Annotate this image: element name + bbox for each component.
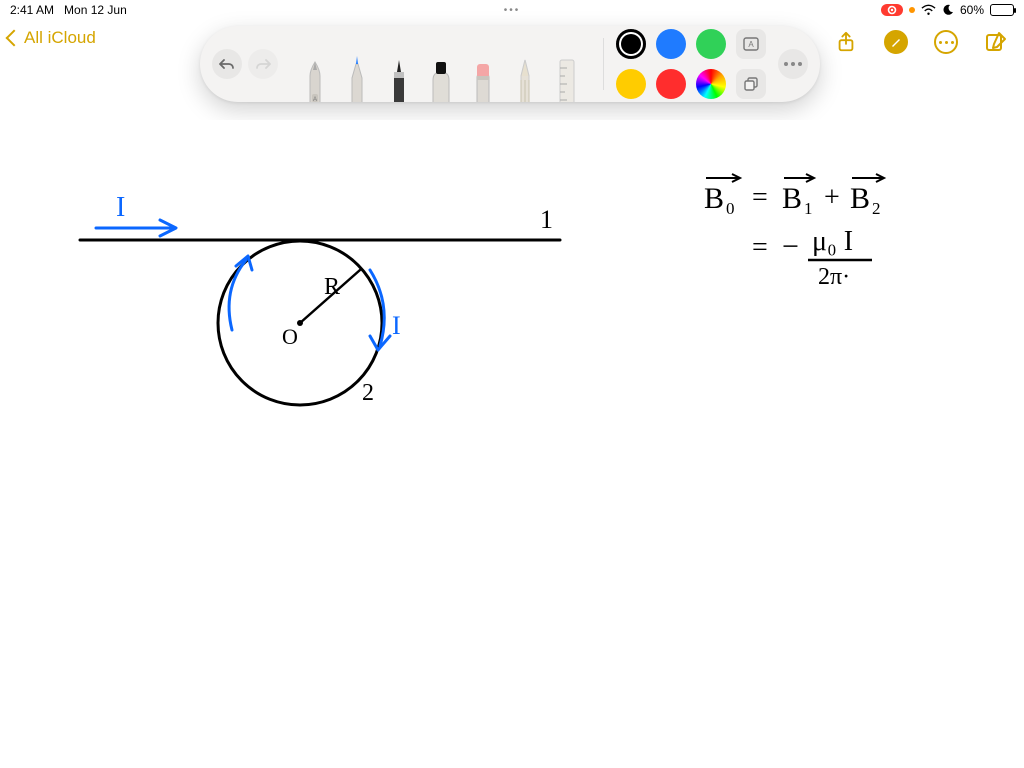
tool-marker[interactable]: [337, 56, 377, 102]
svg-text:A: A: [748, 40, 754, 49]
status-date: Mon 12 Jun: [64, 3, 127, 17]
svg-text:=: =: [752, 232, 768, 263]
swatch-yellow[interactable]: [616, 69, 646, 99]
eq-denominator: 2π·: [818, 264, 850, 290]
markup-icon[interactable]: [884, 30, 908, 54]
handwriting-layer: I 1 O R I 2 B 0 = B 1: [0, 120, 1024, 768]
textbox-icon: A: [743, 37, 759, 51]
current-arrow-1: [96, 220, 176, 236]
color-picker-button[interactable]: [696, 69, 726, 99]
screen-record-pill[interactable]: [881, 4, 903, 16]
tool-pen[interactable]: A: [295, 56, 335, 102]
right-nav-icons: [834, 30, 1008, 54]
svg-text:0: 0: [726, 199, 735, 218]
tool-highlighter[interactable]: [421, 56, 461, 102]
tool-ruler[interactable]: [547, 56, 587, 102]
status-time: 2:41 AM: [10, 3, 54, 17]
tool-pencil[interactable]: [505, 56, 545, 102]
text-box-button[interactable]: A: [736, 29, 766, 59]
ellipsis-icon: [784, 62, 802, 66]
svg-text:+: +: [824, 182, 840, 213]
battery-icon: [990, 4, 1014, 16]
status-right: 60%: [881, 3, 1014, 17]
mic-active-dot: [909, 7, 915, 13]
moon-icon: [942, 4, 954, 16]
status-bar: 2:41 AM Mon 12 Jun ••• 60%: [0, 0, 1024, 20]
swatch-blue[interactable]: [656, 29, 686, 59]
svg-text:1: 1: [804, 199, 813, 218]
svg-text:A: A: [312, 97, 316, 102]
battery-pct: 60%: [960, 3, 984, 17]
undo-redo-group: [212, 49, 278, 79]
eq-numerator: μ₀ I: [812, 226, 853, 257]
label-R: R: [324, 274, 340, 300]
tool-tray: A: [286, 26, 595, 102]
svg-text:B: B: [704, 182, 724, 215]
swatch-black[interactable]: [616, 29, 646, 59]
drawing-toolbar: A A: [200, 26, 820, 102]
label-I-1: I: [116, 192, 125, 223]
undo-icon: [219, 57, 235, 71]
record-icon: [887, 5, 897, 15]
svg-text:B: B: [782, 182, 802, 215]
label-I-2: I: [392, 311, 401, 340]
tool-fineliner[interactable]: [379, 56, 419, 102]
shapes-icon: [743, 76, 759, 92]
chevron-left-icon: [6, 30, 23, 47]
color-palette: A: [616, 27, 770, 101]
svg-text:−: −: [782, 230, 799, 263]
back-button[interactable]: All iCloud: [8, 28, 96, 48]
swatch-red[interactable]: [656, 69, 686, 99]
svg-text:=: =: [752, 182, 768, 213]
more-icon[interactable]: [934, 30, 958, 54]
back-label: All iCloud: [24, 28, 96, 48]
tool-eraser[interactable]: [463, 56, 503, 102]
undo-button[interactable]: [212, 49, 242, 79]
svg-text:2: 2: [872, 199, 881, 218]
swatch-green[interactable]: [696, 29, 726, 59]
share-icon[interactable]: [834, 30, 858, 54]
grab-handle[interactable]: •••: [504, 5, 521, 16]
compose-icon[interactable]: [984, 30, 1008, 54]
more-tools-button[interactable]: [778, 49, 808, 79]
label-O: O: [282, 324, 298, 349]
redo-icon: [255, 57, 271, 71]
status-left: 2:41 AM Mon 12 Jun: [10, 3, 127, 17]
loop-arrow-left: [229, 256, 252, 330]
ellipsis-icon: [939, 41, 954, 44]
redo-button[interactable]: [248, 49, 278, 79]
label-2: 2: [362, 380, 374, 406]
label-1: 1: [540, 205, 553, 234]
note-canvas[interactable]: I 1 O R I 2 B 0 = B 1: [0, 120, 1024, 768]
wifi-icon: [921, 4, 936, 16]
svg-text:B: B: [850, 182, 870, 215]
equation-block: B 0 = B 1 + B 2 = − μ₀ I 2π·: [704, 174, 884, 290]
shapes-button[interactable]: [736, 69, 766, 99]
toolbar-separator: [603, 38, 604, 90]
